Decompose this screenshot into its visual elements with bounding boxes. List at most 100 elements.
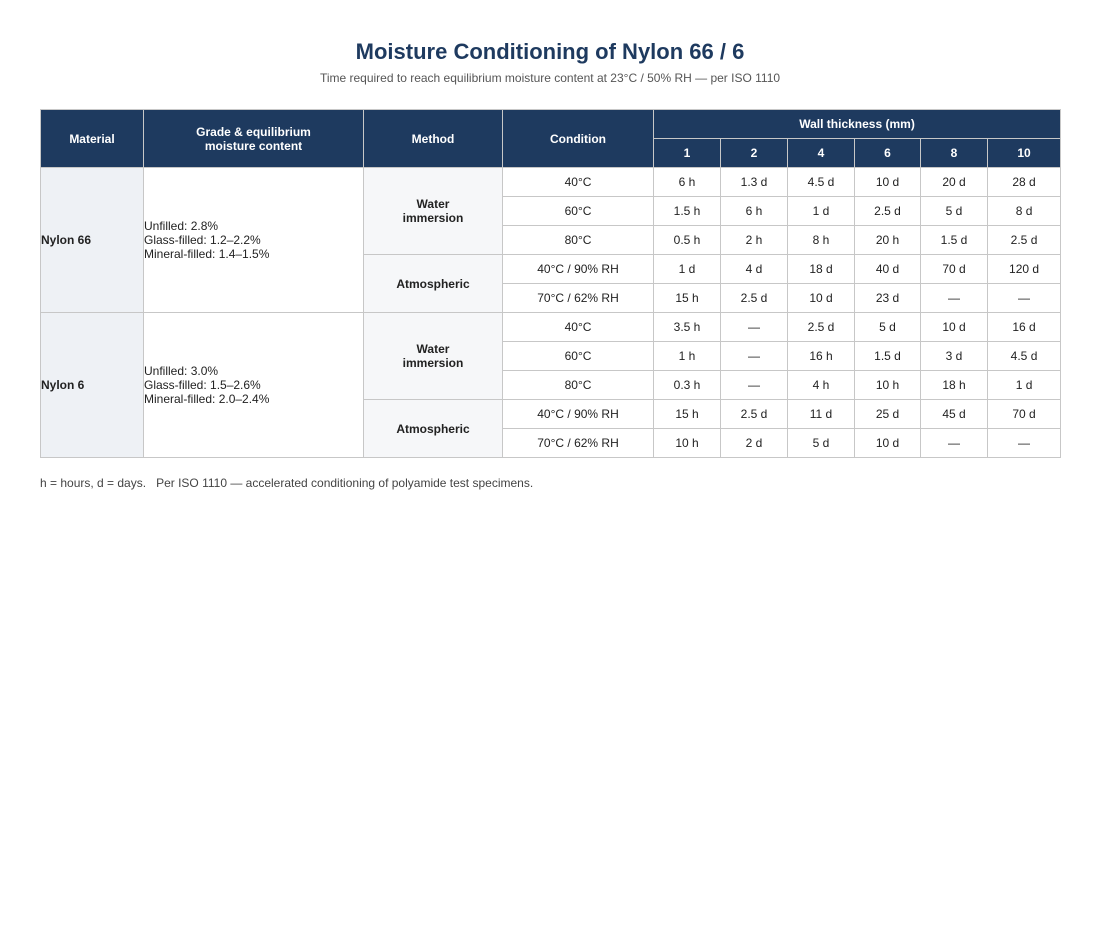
time-cell: 10 d [854,428,921,458]
header-condition: Condition [502,109,654,168]
time-cell: 2.5 d [787,312,855,342]
header-grade-line2: moisture content [204,138,303,153]
time-cell: 20 h [854,225,921,255]
header-grade-line1: Grade & equilibrium [196,124,311,139]
time-cell: 2 h [720,225,788,255]
time-cell: 5 d [787,428,855,458]
condition-cell: 40°C [502,312,654,342]
grade-line: Mineral-filled: 2.0–2.4% [144,392,270,406]
time-cell: 1.5 d [920,225,988,255]
time-cell: — [720,341,788,371]
time-cell: 10 d [787,283,855,313]
time-cell: 20 d [920,167,988,197]
time-cell: 1.5 d [854,341,921,371]
grade-line: Unfilled: 3.0% [144,364,219,378]
time-cell: 2.5 d [986,225,1062,255]
time-cell: 4 d [720,254,788,284]
header-thickness-8: 8 [920,138,988,168]
time-cell: 15 h [653,283,721,313]
time-cell: 18 h [920,370,988,400]
condition-cell: 60°C [502,196,654,226]
time-cell: 10 d [920,312,988,342]
condition-cell: 70°C / 62% RH [502,283,654,313]
time-cell: 1 h [653,341,721,371]
method-cell: Atmospheric [363,254,503,313]
time-cell: 2 d [720,428,788,458]
condition-cell: 40°C [502,167,654,197]
header-grade: Grade & equilibrium moisture content [143,109,364,168]
time-cell: 120 d [986,254,1062,284]
header-thickness-2: 2 [720,138,788,168]
time-cell: 4.5 d [986,341,1062,371]
time-cell: 40 d [854,254,921,284]
grade-moisture-content: Unfilled: 2.8% Glass-filled: 1.2–2.2% Mi… [143,167,364,313]
time-cell: 16 h [787,341,855,371]
time-cell: 10 h [854,370,921,400]
time-cell: 1 d [653,254,721,284]
time-cell: 45 d [920,399,988,429]
condition-cell: 70°C / 62% RH [502,428,654,458]
method-cell: Atmospheric [363,399,503,458]
time-cell: 16 d [986,312,1062,342]
grade-line: Glass-filled: 1.2–2.2% [144,233,261,247]
time-cell: 11 d [787,399,855,429]
time-cell: 2.5 d [720,399,788,429]
material-name: Nylon 66 [40,167,144,313]
condition-cell: 40°C / 90% RH [502,399,654,429]
header-thickness-1: 1 [653,138,721,168]
time-cell: 1.5 h [653,196,721,226]
time-cell: 6 h [720,196,788,226]
time-cell: 3 d [920,341,988,371]
time-cell: 15 h [653,399,721,429]
page-title: Moisture Conditioning of Nylon 66 / 6 [355,39,745,64]
conditioning-table: Material Grade & equilibrium moisture co… [40,109,1062,458]
table-row: 70°C / 62% RH 10 h 2 d 5 d 10 d — — [41,428,1062,458]
time-cell: 70 d [920,254,988,284]
method-label-line1: Atmospheric [396,276,470,291]
table-row: Atmospheric 40°C / 90% RH 15 h 2.5 d 11 … [41,399,1062,458]
time-cell: 18 d [787,254,855,284]
condition-cell: 40°C / 90% RH [502,254,654,284]
table-row: 70°C / 62% RH 15 h 2.5 d 10 d 23 d — — [41,283,1062,313]
condition-cell: 80°C [502,370,654,400]
time-cell: 1 d [986,370,1062,400]
condition-cell: 60°C [502,341,654,371]
table-body: Nylon 66 Unfilled: 2.8% Glass-filled: 1.… [40,167,1062,458]
time-cell: 0.5 h [653,225,721,255]
time-cell: 10 h [653,428,721,458]
method-label-line1: Water [416,197,450,211]
time-cell: — [920,283,988,313]
material-name: Nylon 6 [40,312,144,458]
footnote: h = hours, d = days. Per ISO 1110 — acce… [40,476,534,490]
time-cell: 1.3 d [720,167,788,197]
page-subtitle: Time required to reach equilibrium moist… [319,71,781,85]
grade-line: Unfilled: 2.8% [144,219,219,233]
time-cell: — [720,370,788,400]
header-thickness-10: 10 [986,138,1062,168]
time-cell: 6 h [653,167,721,197]
table-row: 60°C 1 h — 16 h 1.5 d 3 d 4.5 d [41,341,1062,371]
method-label-line1: Atmospheric [396,421,470,436]
table-row: Atmospheric 40°C / 90% RH 1 d 4 d 18 d 4… [41,254,1062,313]
header-material: Material [40,109,144,168]
table-row: 60°C 1.5 h 6 h 1 d 2.5 d 5 d 8 d [41,196,1062,226]
method-cell: Water immersion [363,312,503,400]
header-thickness-4: 4 [787,138,855,168]
method-label-line2: immersion [402,211,464,225]
time-cell: — [986,428,1062,458]
time-cell: 1 d [787,196,855,226]
table-header: Material Grade & equilibrium moisture co… [40,109,1062,168]
time-cell: 70 d [986,399,1062,429]
time-cell: — [986,283,1062,313]
time-cell: 4.5 d [787,167,855,197]
time-cell: 2.5 d [720,283,788,313]
grade-line: Mineral-filled: 1.4–1.5% [144,247,270,261]
method-label-line2: immersion [402,356,464,370]
time-cell: 5 d [920,196,988,226]
time-cell: 2.5 d [854,196,921,226]
time-cell: 4 h [787,370,855,400]
condition-cell: 80°C [502,225,654,255]
time-cell: 8 d [986,196,1062,226]
method-cell: Water immersion [363,167,503,255]
time-cell: 10 d [854,167,921,197]
